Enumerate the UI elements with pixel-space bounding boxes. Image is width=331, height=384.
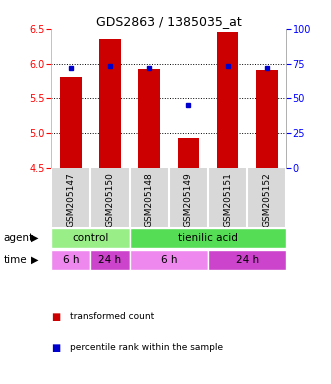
Text: GSM205150: GSM205150 (106, 172, 115, 227)
Text: GSM205147: GSM205147 (67, 172, 75, 227)
Text: 6 h: 6 h (63, 255, 79, 265)
Text: GSM205151: GSM205151 (223, 172, 232, 227)
Bar (178, 138, 199, 167)
Text: control: control (72, 233, 109, 243)
Bar (130, 228, 286, 248)
Bar (99, 39, 121, 167)
Text: time: time (3, 255, 27, 265)
Bar (138, 69, 160, 167)
Bar (90, 250, 130, 270)
Text: 6 h: 6 h (161, 255, 177, 265)
Bar (217, 32, 238, 167)
Text: 24 h: 24 h (236, 255, 259, 265)
Text: agent: agent (3, 233, 33, 243)
Text: tienilic acid: tienilic acid (178, 233, 238, 243)
Bar (51, 250, 90, 270)
Bar (256, 70, 277, 167)
Bar (51, 228, 130, 248)
Title: GDS2863 / 1385035_at: GDS2863 / 1385035_at (96, 15, 242, 28)
Text: GSM205152: GSM205152 (262, 172, 271, 227)
Text: GSM205148: GSM205148 (145, 172, 154, 227)
Text: ■: ■ (51, 312, 61, 322)
Text: ▶: ▶ (31, 233, 38, 243)
Text: GSM205149: GSM205149 (184, 172, 193, 227)
Text: 24 h: 24 h (99, 255, 121, 265)
Bar (130, 250, 208, 270)
Bar (60, 78, 82, 167)
Bar (208, 250, 286, 270)
Text: percentile rank within the sample: percentile rank within the sample (70, 343, 223, 352)
Text: ■: ■ (51, 343, 61, 353)
Text: transformed count: transformed count (70, 312, 154, 321)
Text: ▶: ▶ (31, 255, 38, 265)
